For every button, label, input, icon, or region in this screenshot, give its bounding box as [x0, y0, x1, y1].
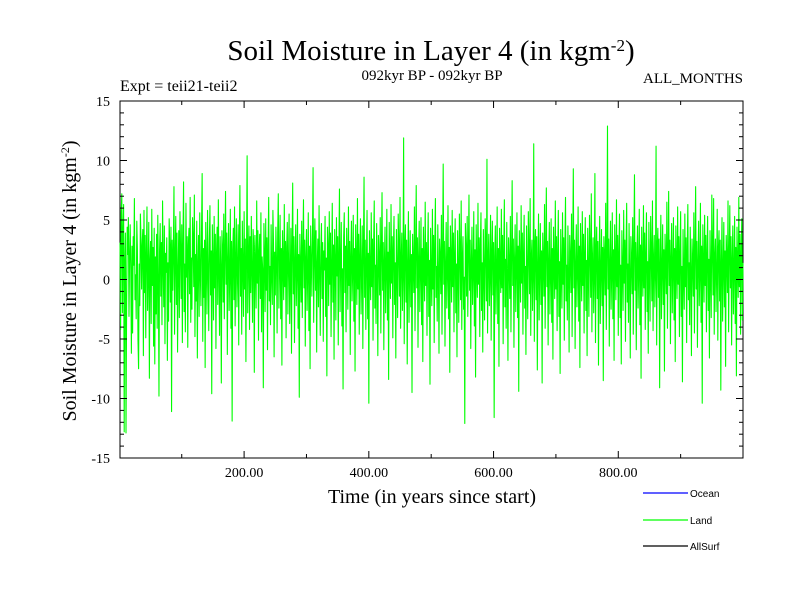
x-axis-label: Time (in years since start): [328, 486, 536, 508]
x-tick-label: 400.00: [350, 466, 389, 481]
y-tick-label: 15: [96, 95, 110, 110]
y-tick-label: -15: [91, 452, 110, 467]
y-tick-label: -5: [98, 333, 110, 348]
y-tick-label: -10: [91, 393, 110, 408]
experiment-label: Expt = teii21-teii2: [120, 78, 237, 95]
legend-entry-allsurf: AllSurf: [643, 542, 720, 553]
y-tick-label: 10: [96, 155, 110, 170]
legend-entry-land: Land: [643, 516, 712, 527]
x-tick-label: 200.00: [225, 466, 264, 481]
y-axis-ticks: -15 -10 -5 0 5 10 15: [91, 95, 743, 467]
y-tick-label: 0: [103, 274, 110, 289]
x-tick-label: 600.00: [474, 466, 513, 481]
legend: Ocean Land AllSurf: [643, 489, 720, 553]
legend-label-ocean: Ocean: [690, 489, 719, 500]
chart-title: Soil Moisture in Layer 4 (in kgm-2): [227, 35, 634, 67]
months-label: ALL_MONTHS: [643, 71, 743, 87]
period-label: 092kyr BP - 092kyr BP: [361, 68, 502, 84]
x-axis-ticks: 200.00 400.00 600.00 800.00: [181, 101, 682, 481]
legend-label-allsurf: AllSurf: [690, 542, 720, 553]
y-tick-label: 5: [103, 214, 110, 229]
x-tick-label: 800.00: [599, 466, 638, 481]
series-layer: [119, 125, 744, 434]
series-line-land: [119, 125, 744, 434]
legend-entry-ocean: Ocean: [643, 489, 719, 500]
y-axis-label: Soil Moisture in Layer 4 (in kgm-2): [58, 140, 81, 421]
legend-label-land: Land: [690, 516, 712, 527]
